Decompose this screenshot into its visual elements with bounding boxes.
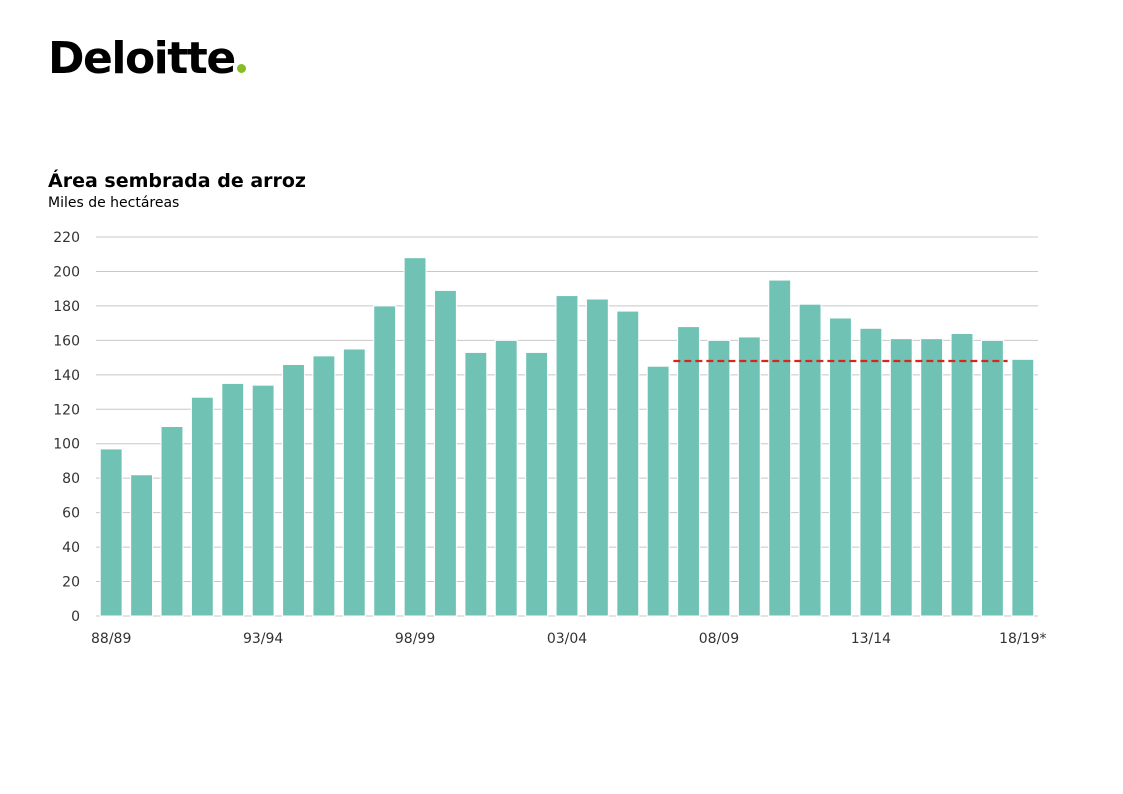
y-tick-label: 20 bbox=[62, 575, 80, 591]
bar bbox=[950, 332, 974, 617]
y-tick-label: 120 bbox=[53, 402, 80, 418]
x-tick-label: 13/14 bbox=[851, 631, 891, 647]
bar bbox=[160, 426, 184, 617]
y-tick-label: 200 bbox=[53, 264, 80, 280]
bar bbox=[616, 310, 640, 617]
chart-subtitle: Miles de hectáreas bbox=[48, 195, 180, 211]
bar bbox=[555, 295, 579, 617]
x-tick-label: 93/94 bbox=[243, 631, 283, 647]
bar bbox=[707, 339, 731, 617]
x-tick-label: 08/09 bbox=[699, 631, 739, 647]
y-tick-label: 60 bbox=[62, 506, 80, 522]
bar bbox=[646, 365, 670, 617]
y-tick-label: 40 bbox=[62, 540, 80, 556]
bar bbox=[130, 474, 154, 617]
y-tick-label: 180 bbox=[53, 299, 80, 315]
deloitte-logo: Deloitte bbox=[48, 34, 246, 84]
x-tick-label: 88/89 bbox=[91, 631, 131, 647]
bar bbox=[980, 339, 1004, 617]
bar bbox=[221, 382, 245, 617]
bar bbox=[434, 289, 457, 617]
bar bbox=[677, 326, 700, 617]
bar bbox=[920, 338, 944, 617]
logo-text: Deloitte bbox=[48, 33, 236, 84]
y-tick-label: 100 bbox=[53, 437, 80, 453]
bar bbox=[190, 396, 214, 617]
bar bbox=[585, 298, 609, 617]
bar bbox=[525, 351, 549, 617]
bar bbox=[889, 338, 913, 617]
y-tick-label: 0 bbox=[71, 609, 80, 625]
y-tick-label: 140 bbox=[53, 368, 80, 384]
bar bbox=[403, 257, 427, 617]
y-tick-label: 220 bbox=[53, 230, 80, 246]
bar bbox=[312, 355, 336, 617]
bar bbox=[342, 348, 366, 617]
bar bbox=[99, 448, 123, 617]
bar bbox=[737, 336, 761, 617]
x-tick-label: 03/04 bbox=[547, 631, 587, 647]
bar bbox=[464, 351, 488, 617]
bar bbox=[798, 303, 822, 617]
bar bbox=[768, 279, 792, 617]
x-tick-label: 98/99 bbox=[395, 631, 435, 647]
bar bbox=[494, 339, 518, 617]
logo-dot bbox=[236, 64, 246, 73]
y-tick-label: 160 bbox=[53, 333, 80, 349]
bar bbox=[829, 317, 852, 617]
bar bbox=[251, 384, 275, 617]
y-tick-label: 80 bbox=[62, 471, 80, 487]
bar bbox=[1011, 358, 1035, 617]
chart-title: Área sembrada de arroz bbox=[48, 170, 306, 192]
bar bbox=[373, 305, 397, 617]
bar bbox=[282, 363, 305, 617]
x-tick-label: 18/19* bbox=[999, 631, 1046, 647]
bar bbox=[859, 327, 883, 617]
